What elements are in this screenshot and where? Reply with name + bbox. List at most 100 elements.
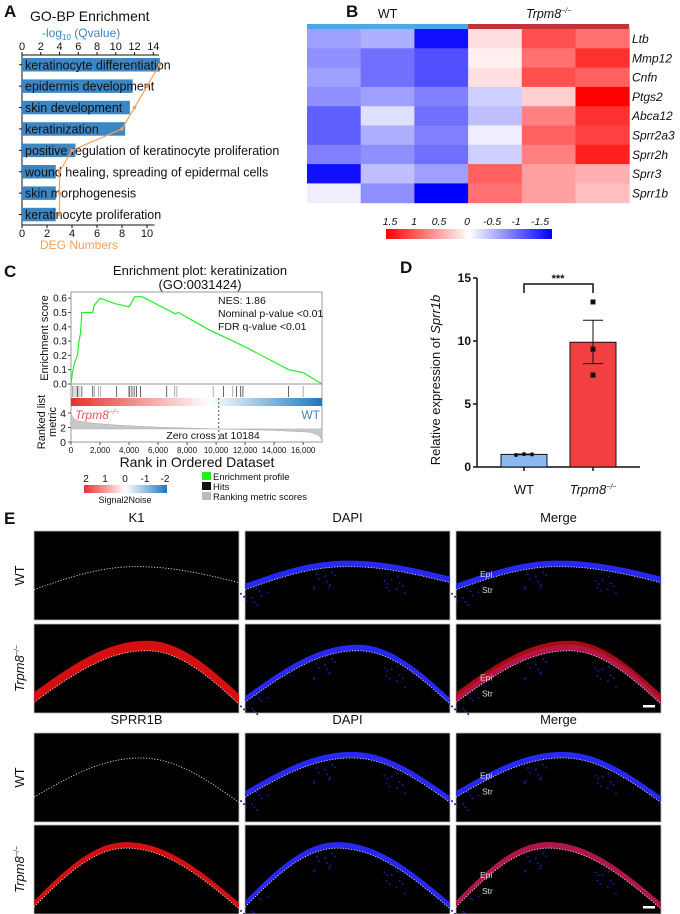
go-term-label: wound healing, spreading of epidermal ce…	[24, 165, 268, 179]
nucleus-dot	[451, 705, 453, 708]
go-term-label: skin morphogenesis	[25, 187, 136, 201]
d-y-tick-label: 15	[458, 271, 472, 285]
rank-tick-label: 10,000	[204, 446, 229, 455]
nucleus-dot	[526, 662, 529, 665]
nucleus-dot	[469, 897, 472, 900]
bottom-tick-label: 2	[44, 228, 50, 240]
nucleus-dot	[313, 586, 316, 589]
nucleus-dot	[253, 806, 256, 809]
data-point	[530, 452, 534, 457]
nucleus-dot	[331, 657, 334, 660]
epi-label: Epi	[480, 569, 492, 579]
gsea-title-line1: Enrichment plot: keratinization	[113, 263, 287, 278]
top-tick-label: 10	[110, 41, 122, 53]
micrograph	[33, 824, 240, 914]
heatmap-cell	[414, 67, 469, 88]
basement-membrane-line	[455, 847, 662, 910]
micrograph	[33, 530, 240, 621]
d-y-tick-label: 0	[464, 460, 471, 474]
nucleus-dot	[251, 707, 254, 710]
nucleus-dot	[323, 768, 326, 771]
micrograph	[240, 623, 451, 715]
micrograph: Epi Str	[451, 824, 662, 914]
epi-label: Epi	[480, 771, 492, 781]
nucleus-dot	[401, 585, 404, 588]
basement-membrane-line	[244, 847, 451, 910]
nucleus-dot	[537, 668, 539, 671]
nucleus-dot	[403, 792, 406, 795]
metric-tick-label: 4	[60, 408, 66, 420]
nucleus-dot	[607, 870, 610, 873]
nucleus-dot	[312, 870, 315, 873]
micrograph	[33, 623, 240, 714]
column-header: SPRR1B	[110, 712, 162, 727]
nucleus-dot	[467, 809, 470, 812]
nucleus-dot	[326, 580, 328, 583]
go-term-label: keratinocyte proliferation	[25, 208, 161, 222]
nucleus-dot	[523, 588, 526, 591]
rank-tick-label: 2,000	[90, 446, 111, 455]
rank-tick-label: 16,000	[291, 446, 316, 455]
dapi-band	[245, 560, 450, 590]
nucleus-dot	[317, 667, 320, 670]
group-header: Trpm8−/−	[526, 7, 571, 21]
column-header: DAPI	[332, 510, 362, 525]
dapi-band	[245, 751, 450, 803]
nucleus-dot	[609, 582, 612, 585]
nucleus-dot	[329, 865, 331, 868]
deg-number-point	[145, 84, 149, 88]
dapi-band	[245, 644, 450, 705]
go-term-label: keratinocyte differentiation	[25, 58, 171, 72]
heatmap-cell	[521, 183, 576, 204]
colorbar-tick-label: -1	[511, 216, 520, 228]
rank-tick-label: 8,000	[177, 446, 198, 455]
nucleus-dot	[454, 803, 456, 806]
zero-cross-label: Zero cross at 10184	[166, 430, 260, 442]
legend-swatch	[202, 472, 211, 480]
top-tick-label: 2	[38, 41, 44, 53]
nucleus-dot	[528, 860, 531, 863]
nucleus-dot	[537, 580, 539, 583]
sprr1b-stain-band	[456, 842, 661, 909]
nucleus-dot	[594, 579, 597, 582]
group-color-bar	[307, 24, 469, 29]
group-header: WT	[378, 7, 398, 21]
nucleus-dot	[258, 697, 261, 700]
nucleus-dot	[245, 599, 248, 602]
metric-axis-label-2: metric	[47, 407, 59, 437]
heatmap-cell	[468, 29, 523, 49]
nucleus-dot	[523, 870, 526, 873]
nucleus-dot	[266, 895, 269, 898]
panel-label-d: D	[400, 258, 412, 277]
nucleus-dot	[329, 671, 331, 674]
metric-axis-label-1: Ranked list	[36, 395, 48, 449]
deg-number-point	[132, 105, 137, 110]
heatmap-cell	[414, 29, 469, 49]
d-x-tick-label: WT	[514, 482, 534, 497]
nucleus-dot	[256, 712, 259, 715]
nucleus-dot	[606, 680, 609, 683]
gsea-stat: FDR q-value <0.01	[218, 321, 307, 333]
nucleus-dot	[398, 582, 401, 585]
nucleus-dot	[396, 870, 399, 873]
panel-c: C Enrichment plot: keratinization (GO:00…	[4, 262, 324, 505]
es-tick-label: 0.5	[53, 308, 67, 319]
nucleus-dot	[537, 862, 539, 865]
gsea-plot: 0.0 0.1 0.2 0.3 0.4 0.5 0.6 Zero cross at 10184…	[53, 291, 324, 503]
nucleus-dot	[526, 855, 529, 858]
legend-label: Enrichment profile	[213, 472, 290, 483]
nucleus-dot	[469, 794, 472, 797]
nucleus-dot	[266, 696, 269, 699]
top-tick-label: 6	[75, 41, 81, 53]
column-header: Merge	[540, 510, 577, 525]
d-y-axis-label: Relative expression of Sprr1b	[428, 295, 443, 466]
heatmap-cell	[307, 29, 362, 49]
epi-label: Epi	[480, 672, 492, 682]
nucleus-dot	[251, 596, 254, 599]
heatmap-cell	[575, 67, 630, 88]
gsea-frame	[70, 291, 323, 443]
nucleus-dot	[456, 599, 459, 602]
nucleus-dot	[466, 791, 469, 794]
nucleus-dot	[315, 766, 318, 769]
nucleus-dot	[395, 786, 398, 789]
